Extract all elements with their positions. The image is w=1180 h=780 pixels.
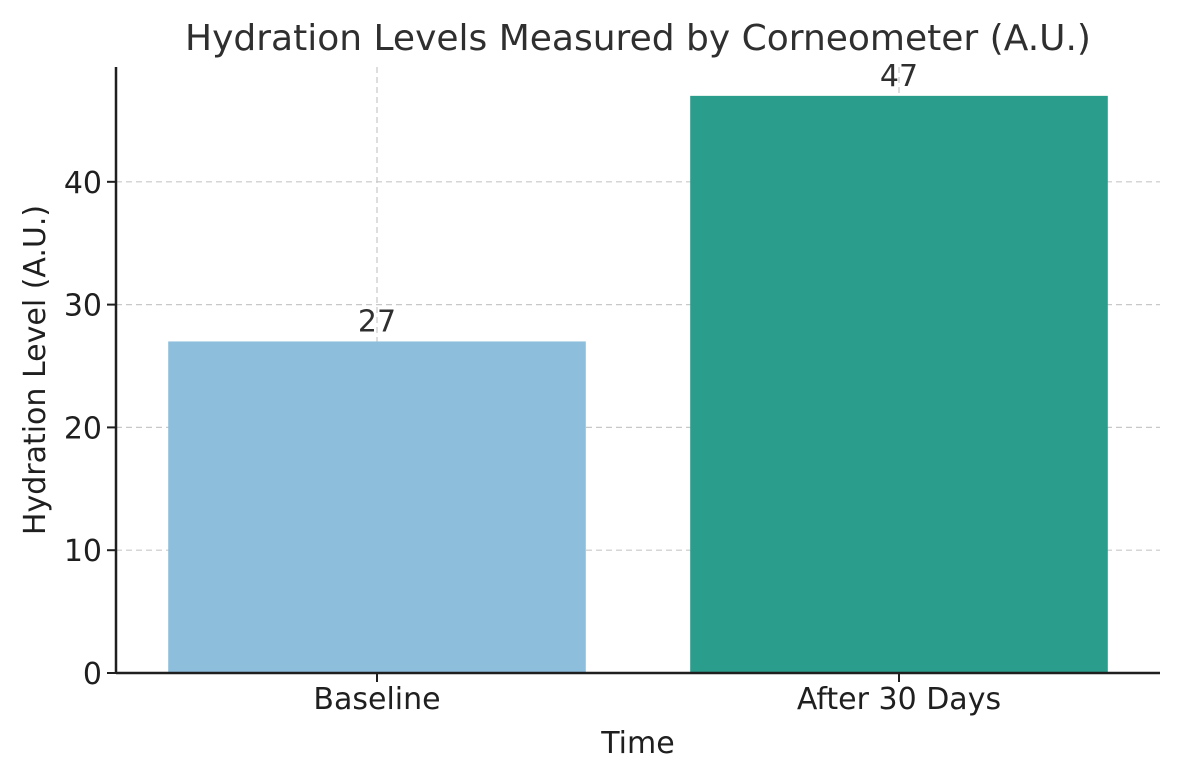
x-tick-label-1: Baseline [313,682,440,717]
data-label-2: 47 [880,59,918,94]
data-label-1: 27 [358,304,396,339]
y-tick-label-10: 10 [64,534,102,569]
x-tick-label-2: After 30 Days [797,682,1001,717]
axis-layer [107,67,1160,682]
y-axis-label: Hydration Level (A.U.) [18,205,53,535]
y-tick-label-30: 30 [64,289,102,324]
bar-1 [168,341,586,673]
y-tick-label-40: 40 [64,166,102,201]
label-layer: 0 10 20 30 40 Baseline After 30 Days 27 47 [64,59,1001,717]
bar-2 [690,95,1108,674]
y-tick-label-0: 0 [83,657,102,692]
bar-layer [168,95,1108,674]
y-tick-label-20: 20 [64,411,102,446]
chart-title: Hydration Levels Measured by Corneometer… [185,18,1091,59]
x-axis-label: Time [600,726,674,761]
